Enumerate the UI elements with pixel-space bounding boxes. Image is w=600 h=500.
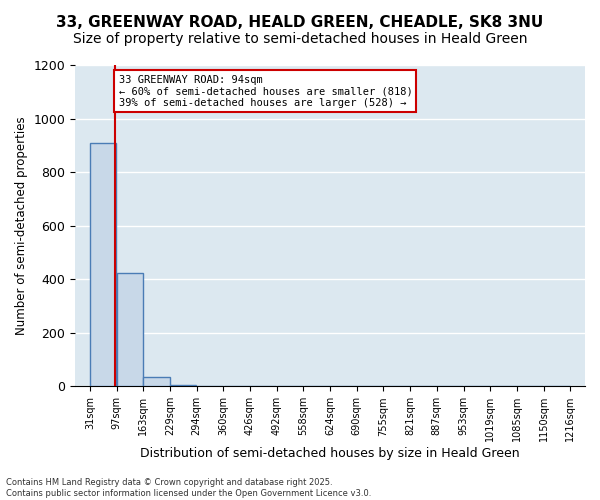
Bar	[170, 385, 196, 386]
Bar	[143, 377, 170, 386]
Bar	[117, 272, 143, 386]
Y-axis label: Number of semi-detached properties: Number of semi-detached properties	[15, 116, 28, 335]
Bar	[90, 142, 116, 386]
X-axis label: Distribution of semi-detached houses by size in Heald Green: Distribution of semi-detached houses by …	[140, 447, 520, 460]
Text: 33, GREENWAY ROAD, HEALD GREEN, CHEADLE, SK8 3NU: 33, GREENWAY ROAD, HEALD GREEN, CHEADLE,…	[56, 15, 544, 30]
Text: Contains HM Land Registry data © Crown copyright and database right 2025.
Contai: Contains HM Land Registry data © Crown c…	[6, 478, 371, 498]
Text: Size of property relative to semi-detached houses in Heald Green: Size of property relative to semi-detach…	[73, 32, 527, 46]
Text: 33 GREENWAY ROAD: 94sqm
← 60% of semi-detached houses are smaller (818)
39% of s: 33 GREENWAY ROAD: 94sqm ← 60% of semi-de…	[119, 74, 412, 108]
